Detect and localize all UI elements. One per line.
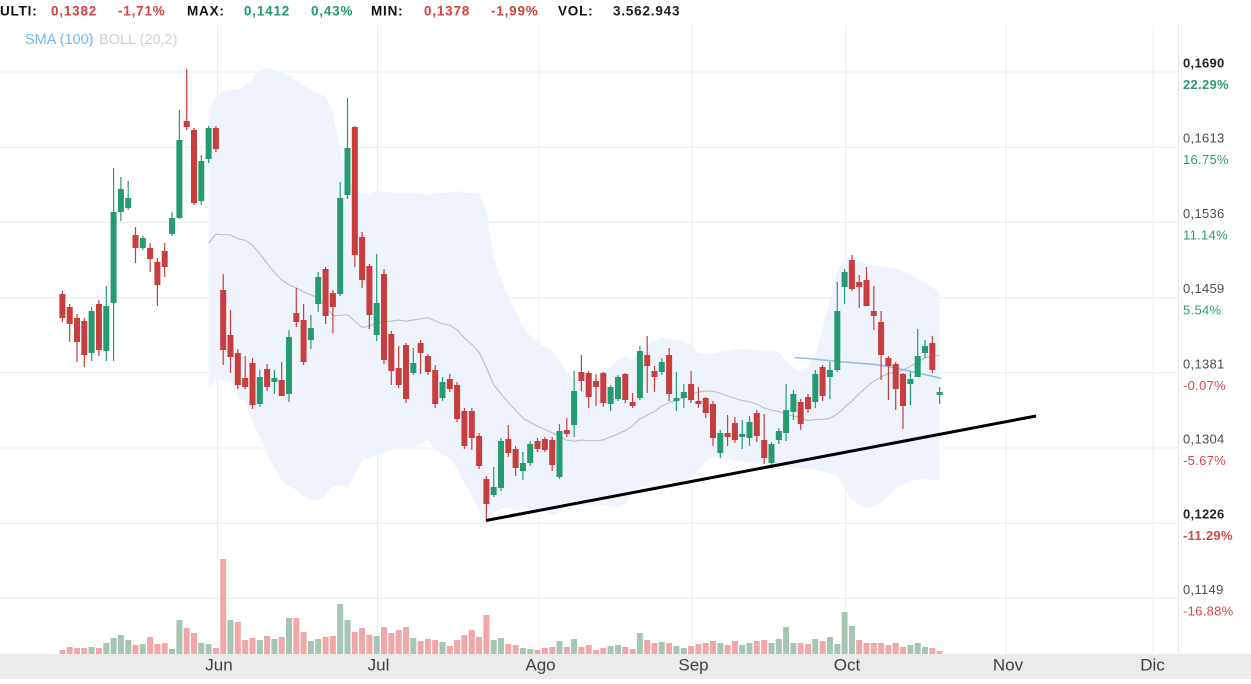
svg-text:ULTI:: ULTI: — [0, 4, 38, 19]
svg-text:Nov: Nov — [993, 656, 1024, 675]
svg-text:-5.67%: -5.67% — [1183, 453, 1226, 468]
svg-text:BOLL (20,2): BOLL (20,2) — [99, 32, 177, 48]
svg-text:-1,99%: -1,99% — [491, 4, 539, 19]
svg-text:11.14%: 11.14% — [1183, 227, 1228, 242]
svg-text:0,1613: 0,1613 — [1183, 131, 1225, 146]
svg-text:SMA (100): SMA (100) — [25, 32, 94, 48]
svg-text:Sep: Sep — [678, 656, 708, 675]
svg-text:-11.29%: -11.29% — [1183, 528, 1233, 543]
svg-text:0,43%: 0,43% — [311, 4, 353, 19]
svg-text:-0.07%: -0.07% — [1183, 378, 1226, 393]
svg-text:16.75%: 16.75% — [1183, 152, 1229, 167]
svg-text:Jul: Jul — [368, 656, 390, 675]
svg-text:Oct: Oct — [834, 656, 861, 675]
svg-text:0,1382: 0,1382 — [51, 4, 97, 19]
svg-text:0,1690: 0,1690 — [1183, 56, 1225, 71]
svg-text:Jun: Jun — [205, 656, 232, 675]
svg-text:VOL:: VOL: — [558, 4, 593, 19]
svg-text:-16.88%: -16.88% — [1183, 603, 1234, 618]
svg-text:Ago: Ago — [525, 656, 555, 675]
svg-text:5.54%: 5.54% — [1183, 303, 1222, 318]
svg-text:0,1378: 0,1378 — [424, 4, 470, 19]
svg-text:0,1381: 0,1381 — [1183, 356, 1225, 371]
svg-text:22.29%: 22.29% — [1183, 77, 1229, 92]
svg-text:0,1149: 0,1149 — [1183, 582, 1224, 597]
svg-text:Dic: Dic — [1140, 656, 1165, 675]
svg-text:-1,71%: -1,71% — [118, 4, 166, 19]
svg-text:3.562.943: 3.562.943 — [613, 4, 680, 19]
svg-text:0,1304: 0,1304 — [1183, 432, 1225, 447]
svg-text:MAX:: MAX: — [187, 4, 225, 19]
svg-text:0,1459: 0,1459 — [1183, 281, 1225, 296]
svg-text:0,1226: 0,1226 — [1183, 507, 1225, 522]
svg-text:0,1412: 0,1412 — [244, 4, 290, 19]
svg-text:MIN:: MIN: — [371, 4, 403, 19]
svg-text:0,1536: 0,1536 — [1183, 206, 1225, 221]
